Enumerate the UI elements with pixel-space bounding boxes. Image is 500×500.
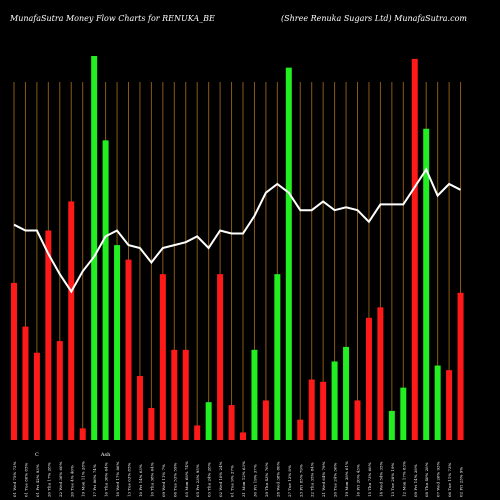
x-tick-label: 01 Tue 86% 85% (23, 463, 28, 497)
bar-red (446, 370, 453, 440)
bar-green (423, 128, 430, 440)
bar-red (308, 379, 315, 440)
bar-red (411, 58, 418, 441)
x-tick-label: 20 Tue 4% 40% (69, 465, 74, 497)
bar-green (434, 365, 441, 440)
bar-red (136, 376, 143, 440)
bar-red (194, 425, 201, 440)
x-tick-label: 01 Tue 9% 27% (230, 465, 235, 497)
bar-red (56, 341, 63, 440)
x-marker-label: C (35, 452, 39, 458)
bar-green (331, 361, 338, 440)
bar-green (114, 245, 121, 440)
bar-series (11, 56, 464, 441)
x-tick-label: 07 Wed 26% 93% (436, 461, 441, 497)
x-tick-label: 22 Thu 35% 84% (310, 462, 315, 497)
x-tick-label: 01 Fri 42% 93% (35, 464, 40, 497)
bar-red (68, 201, 75, 440)
money-flow-line (13, 167, 461, 294)
x-tick-label: 10 Thu 38% 64% (149, 462, 154, 497)
x-tick-label: 21 Wed 64% 79% (321, 461, 326, 497)
bar-red (125, 259, 132, 440)
x-tick-label: 30 Fri 19% 37% (252, 464, 257, 497)
bar-red (45, 230, 52, 440)
x-tick-label: 02 Fri 23% 9% (459, 467, 464, 497)
bar-green (285, 67, 292, 441)
bar-red (228, 405, 235, 440)
bar-green (91, 56, 98, 440)
bar-red (11, 282, 17, 440)
bar-red (182, 349, 189, 440)
bar-red (79, 428, 86, 440)
x-tick-label: 23 Fri 85% 79% (298, 464, 303, 497)
x-tick-label: 06 Tue 53% 59% (172, 463, 177, 497)
bar-red (377, 307, 384, 440)
bar-red (297, 419, 304, 440)
bar-red (320, 381, 327, 440)
x-tick-label: 19 Mon 38% 61% (344, 461, 349, 497)
chart-subtitle: (Shree Renuka Sugars Ltd) MunafaSutra.co… (281, 14, 467, 23)
bar-red (354, 400, 361, 440)
bar-red (262, 400, 269, 440)
x-tick-label: 09 Wed 11% 7% (161, 464, 166, 497)
chart-title: MunafaSutra Money Flow Charts for RENUKA… (10, 14, 215, 23)
bar-red (148, 408, 155, 440)
x-tick-label: 13 Tue 28% 19% (390, 463, 395, 497)
line-series (13, 167, 461, 294)
x-tick-label: 22 Wed 36% 60% (58, 461, 63, 497)
x-tick-label: 01 Wed 75% 72% (12, 461, 17, 497)
x-tick-label: 14 Wed 54% 35% (378, 461, 383, 497)
x-tick-label: 27 Tue 13% 8% (287, 465, 292, 497)
x-tick-label: 16 Wed 17% 86% (115, 461, 120, 497)
x-tick-label: 16 Fri 20% 43% (356, 464, 361, 497)
x-tick-label: 28 Wed 38% 80% (275, 461, 280, 497)
x-marker-label: Ash (100, 452, 111, 458)
x-tick-label: 02 Wed 10% 24% (218, 461, 223, 497)
bar-red (33, 352, 40, 440)
x-tick-label: 06 Tue 11% 73% (447, 463, 452, 497)
x-tick-label: 19 Mon 11% 28% (81, 461, 86, 497)
vertical-guides (13, 82, 462, 440)
x-tick-label: 08 Thu 40% 28% (424, 462, 429, 497)
bar-green (274, 274, 281, 440)
bar-green (400, 387, 407, 440)
x-tick-labels: 01 Wed 75% 72% 01 Tue 86% 85% 01 Fri 42% 9… (12, 461, 464, 497)
x-tick-label: 16 Thu 30% 64% (104, 462, 109, 497)
x-tick-label: 03 Thu 24% 28% (207, 462, 212, 497)
bar-red (457, 292, 464, 440)
bar-red (22, 326, 29, 440)
x-tick-label: 17 Fri 86% 74% (92, 464, 97, 497)
x-tick-label: 10 Fri 14% 63% (138, 464, 143, 497)
bar-red (171, 349, 178, 440)
bar-green (102, 140, 109, 440)
x-tick-label: 05 Mon 68% 74% (184, 461, 189, 497)
bar-green (343, 346, 350, 440)
x-tick-label: 20 Tue 24% 36% (333, 463, 338, 497)
x-tick-label: 31 Mon 12% 63% (241, 461, 246, 497)
x-tick-label: 12 Mon 17% 83% (401, 461, 406, 497)
x-tick-label: 20 Thu 17% 28% (46, 462, 51, 497)
bar-red (159, 274, 166, 440)
bar-red (365, 317, 372, 440)
bar-red (217, 274, 224, 440)
x-tick-label: 09 Fri 14% 38% (413, 464, 418, 497)
bar-green (251, 349, 258, 440)
bar-red (240, 432, 246, 440)
x-tick-label: 05 Fri 23% 95% (195, 464, 200, 497)
x-tick-label: 15 Thu 73% 66% (367, 462, 372, 497)
bar-green (388, 410, 395, 440)
x-markers: C Ash (35, 452, 111, 458)
x-tick-label: 13 Tue 63% 85% (127, 463, 132, 497)
bar-green (205, 402, 212, 440)
x-tick-label: 29 Thu 43% 76% (264, 462, 269, 497)
